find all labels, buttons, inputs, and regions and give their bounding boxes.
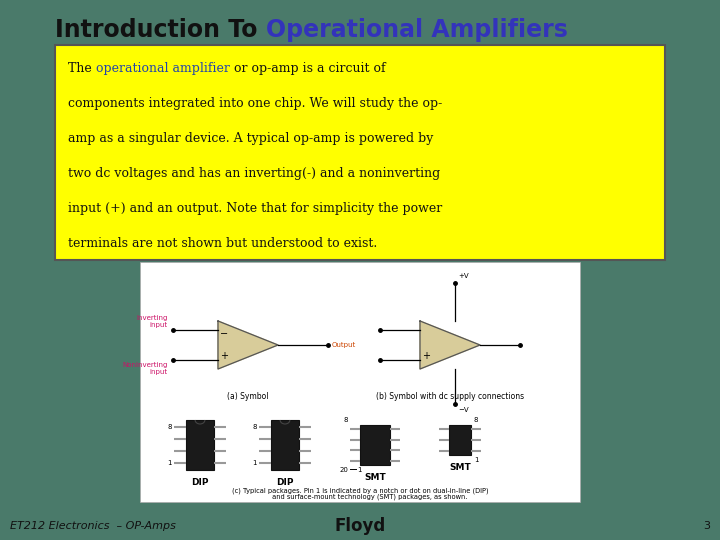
Text: components integrated into one chip. We will study the op-: components integrated into one chip. We …	[68, 97, 442, 110]
Text: 8: 8	[253, 424, 257, 430]
Text: 20: 20	[339, 467, 348, 473]
Text: 1: 1	[253, 460, 257, 466]
Text: +: +	[220, 351, 228, 361]
Text: SMT: SMT	[364, 473, 386, 482]
Text: Inverting
input: Inverting input	[137, 315, 168, 328]
Bar	[271, 420, 299, 470]
Text: Noninverting
input: Noninverting input	[122, 362, 168, 375]
Text: −: −	[220, 329, 228, 339]
Text: (b) Symbol with dc supply connections: (b) Symbol with dc supply connections	[376, 392, 524, 401]
Text: 8: 8	[343, 417, 348, 423]
Text: 1: 1	[357, 467, 361, 473]
Text: Floyd: Floyd	[334, 517, 386, 535]
Text: (c) Typical packages. Pin 1 is indicated by a notch or dot on dual-in-line (DIP): (c) Typical packages. Pin 1 is indicated…	[232, 487, 488, 494]
Text: operational amplifier: operational amplifier	[96, 62, 230, 75]
Text: The: The	[68, 62, 96, 75]
Text: −V: −V	[458, 407, 469, 413]
Bar	[186, 420, 214, 470]
Text: 1: 1	[168, 460, 172, 466]
Text: DIP: DIP	[276, 478, 294, 487]
Text: input (+) and an output. Note that for simplicity the power: input (+) and an output. Note that for s…	[68, 202, 442, 215]
Text: ET212 Electronics  – OP-Amps: ET212 Electronics – OP-Amps	[10, 521, 176, 531]
Bar	[55, 45, 665, 260]
Text: and surface-mount technology (SMT) packages, as shown.: and surface-mount technology (SMT) packa…	[253, 494, 467, 501]
Text: Operational Amplifiers: Operational Amplifiers	[266, 18, 567, 42]
Text: +: +	[422, 351, 430, 361]
Text: 8: 8	[474, 417, 479, 423]
Text: DIP: DIP	[192, 478, 209, 487]
Text: or op-amp is a circuit of: or op-amp is a circuit of	[230, 62, 385, 75]
Text: amp as a singular device. A typical op-amp is powered by: amp as a singular device. A typical op-a…	[68, 132, 433, 145]
Text: 3: 3	[703, 521, 710, 531]
Text: terminals are not shown but understood to exist.: terminals are not shown but understood t…	[68, 237, 377, 250]
Polygon shape	[218, 321, 278, 369]
Text: (a) Symbol: (a) Symbol	[228, 392, 269, 401]
Text: two dc voltages and has an inverting(-) and a noninverting: two dc voltages and has an inverting(-) …	[68, 167, 440, 180]
Text: Introduction To: Introduction To	[55, 18, 266, 42]
Text: +V: +V	[458, 273, 469, 279]
Bar	[140, 262, 580, 502]
Text: 1: 1	[474, 457, 479, 463]
Text: Output: Output	[332, 342, 356, 348]
Bar	[360, 425, 390, 465]
Polygon shape	[420, 321, 480, 369]
Text: SMT: SMT	[449, 463, 471, 472]
Text: 8: 8	[168, 424, 172, 430]
Bar	[449, 425, 471, 455]
